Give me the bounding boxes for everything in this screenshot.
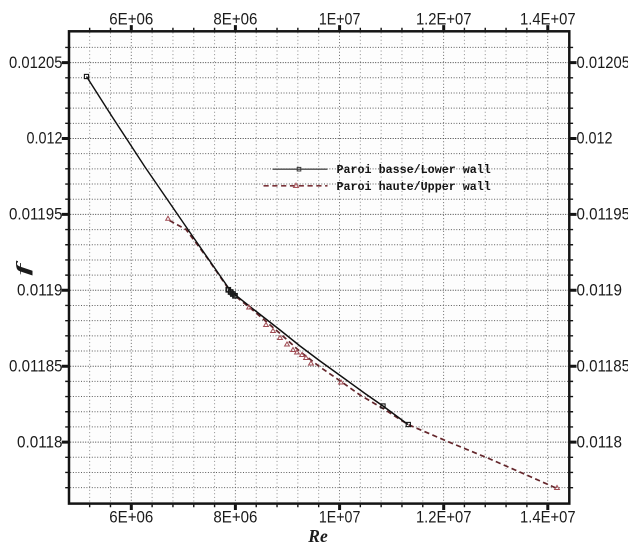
svg-text:0.01205: 0.01205 <box>577 54 628 72</box>
svg-text:1.2E+07: 1.2E+07 <box>416 10 472 28</box>
svg-text:0.01195: 0.01195 <box>9 206 63 224</box>
svg-text:1E+07: 1E+07 <box>319 10 361 28</box>
svg-text:0.012: 0.012 <box>27 130 63 148</box>
svg-text:0.0118: 0.0118 <box>577 433 623 451</box>
svg-text:Re: Re <box>307 526 328 545</box>
svg-text:0.01205: 0.01205 <box>9 54 63 72</box>
svg-text:1.4E+07: 1.4E+07 <box>520 509 576 527</box>
svg-text:8E+06: 8E+06 <box>213 509 257 527</box>
svg-text:1.4E+07: 1.4E+07 <box>520 10 576 28</box>
svg-text:1.2E+07: 1.2E+07 <box>416 509 472 527</box>
svg-text:1E+07: 1E+07 <box>319 509 361 527</box>
svg-text:0.01195: 0.01195 <box>577 206 628 224</box>
svg-text:0.012: 0.012 <box>577 130 613 148</box>
svg-text:6E+06: 6E+06 <box>109 509 153 527</box>
svg-text:8E+06: 8E+06 <box>213 10 257 28</box>
svg-text:Paroi basse/Lower wall: Paroi basse/Lower wall <box>337 163 491 177</box>
svg-text:0.01185: 0.01185 <box>577 357 628 375</box>
svg-text:6E+06: 6E+06 <box>109 10 153 28</box>
svg-text:0.0118: 0.0118 <box>17 433 63 451</box>
svg-text:0.0119: 0.0119 <box>17 282 63 300</box>
svg-text:Paroi haute/Upper wall: Paroi haute/Upper wall <box>337 180 491 194</box>
svg-text:0.0119: 0.0119 <box>577 282 623 300</box>
svg-text:0.01185: 0.01185 <box>9 357 63 375</box>
